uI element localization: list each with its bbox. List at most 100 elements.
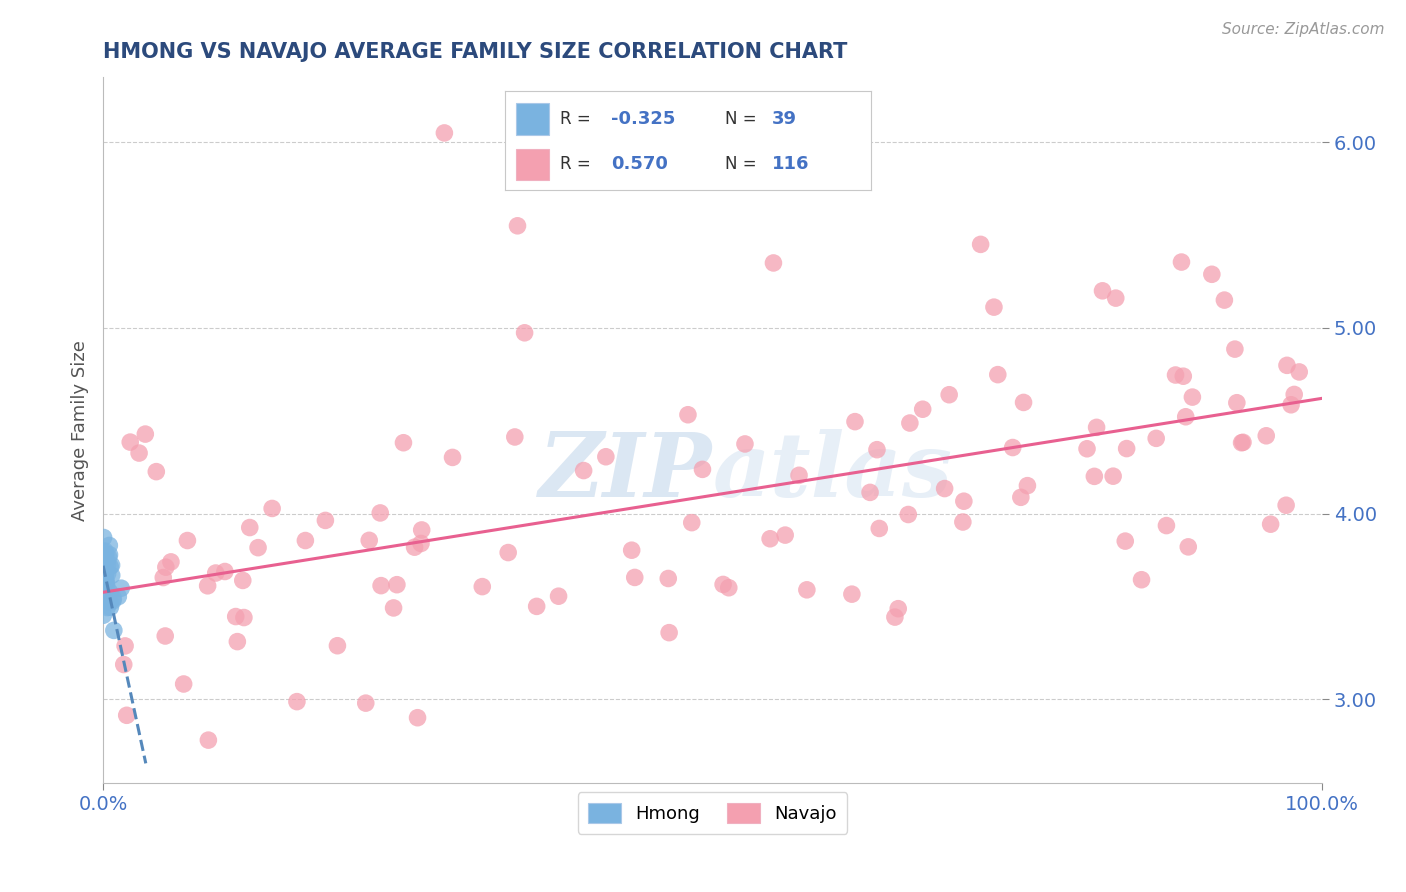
Point xyxy=(1288,365,1310,379)
Point xyxy=(93,558,115,572)
Point xyxy=(572,464,595,478)
Point xyxy=(1201,268,1223,282)
Point xyxy=(953,494,976,508)
Point xyxy=(1012,395,1035,409)
Point xyxy=(107,590,129,604)
Text: atlas: atlas xyxy=(713,429,952,516)
Point xyxy=(98,585,121,599)
Point xyxy=(294,533,316,548)
Legend: Hmong, Navajo: Hmong, Navajo xyxy=(578,792,848,834)
Point xyxy=(657,572,679,586)
Point xyxy=(676,408,699,422)
Point xyxy=(112,657,135,672)
Point xyxy=(94,544,117,558)
Point xyxy=(681,516,703,530)
Point xyxy=(1085,420,1108,434)
Point xyxy=(96,600,118,615)
Point xyxy=(94,548,117,562)
Point xyxy=(1173,369,1195,384)
Point xyxy=(1156,518,1178,533)
Point xyxy=(173,677,195,691)
Point xyxy=(94,549,117,564)
Point xyxy=(759,532,782,546)
Point xyxy=(887,601,910,615)
Point xyxy=(94,576,117,591)
Point xyxy=(93,569,115,583)
Point xyxy=(110,581,132,595)
Text: ZIP: ZIP xyxy=(538,429,713,516)
Point xyxy=(93,544,115,558)
Point xyxy=(620,543,643,558)
Point xyxy=(513,326,536,340)
Point xyxy=(411,523,433,537)
Point xyxy=(176,533,198,548)
Point xyxy=(1144,431,1167,445)
Point xyxy=(93,608,115,623)
Point xyxy=(952,515,974,529)
Point xyxy=(934,482,956,496)
Point xyxy=(98,595,121,609)
Point xyxy=(93,575,115,590)
Point xyxy=(441,450,464,465)
Point xyxy=(225,609,247,624)
Point xyxy=(711,577,734,591)
Point xyxy=(93,565,115,579)
Point xyxy=(1076,442,1098,456)
Point xyxy=(382,601,405,615)
Point xyxy=(897,508,920,522)
Point xyxy=(93,557,115,571)
Point xyxy=(734,437,756,451)
Point xyxy=(503,430,526,444)
Point xyxy=(226,634,249,648)
Text: HMONG VS NAVAJO AVERAGE FAMILY SIZE CORRELATION CHART: HMONG VS NAVAJO AVERAGE FAMILY SIZE CORR… xyxy=(103,42,848,62)
Point xyxy=(1282,387,1305,401)
Point xyxy=(787,468,810,483)
Point xyxy=(1115,442,1137,456)
Point xyxy=(103,624,125,638)
Text: Source: ZipAtlas.com: Source: ZipAtlas.com xyxy=(1222,22,1385,37)
Point xyxy=(368,506,391,520)
Point xyxy=(101,594,124,608)
Point xyxy=(247,541,270,555)
Point xyxy=(98,548,121,562)
Point xyxy=(93,549,115,564)
Point xyxy=(354,696,377,710)
Point xyxy=(94,568,117,582)
Point xyxy=(197,733,219,747)
Point xyxy=(762,256,785,270)
Point xyxy=(134,427,156,442)
Point xyxy=(1164,368,1187,382)
Point xyxy=(796,582,818,597)
Point xyxy=(1260,517,1282,532)
Point xyxy=(1091,284,1114,298)
Point xyxy=(197,579,219,593)
Point xyxy=(866,442,889,457)
Point xyxy=(1170,255,1192,269)
Point xyxy=(1275,498,1298,512)
Point xyxy=(983,300,1005,314)
Point xyxy=(98,559,121,574)
Point xyxy=(93,576,115,591)
Point xyxy=(1275,359,1298,373)
Point xyxy=(1226,395,1249,409)
Point xyxy=(1256,429,1278,443)
Point xyxy=(98,538,121,552)
Point xyxy=(841,587,863,601)
Point xyxy=(911,402,934,417)
Point xyxy=(1230,435,1253,450)
Point xyxy=(1102,469,1125,483)
Point xyxy=(370,579,392,593)
Point xyxy=(1181,390,1204,404)
Point xyxy=(1177,540,1199,554)
Point xyxy=(100,600,122,615)
Point xyxy=(232,610,254,624)
Point xyxy=(359,533,381,548)
Point xyxy=(115,708,138,723)
Point xyxy=(285,695,308,709)
Point xyxy=(155,629,177,643)
Point xyxy=(547,589,569,603)
Point xyxy=(1279,398,1302,412)
Point xyxy=(93,548,115,562)
Point xyxy=(94,591,117,606)
Point xyxy=(145,465,167,479)
